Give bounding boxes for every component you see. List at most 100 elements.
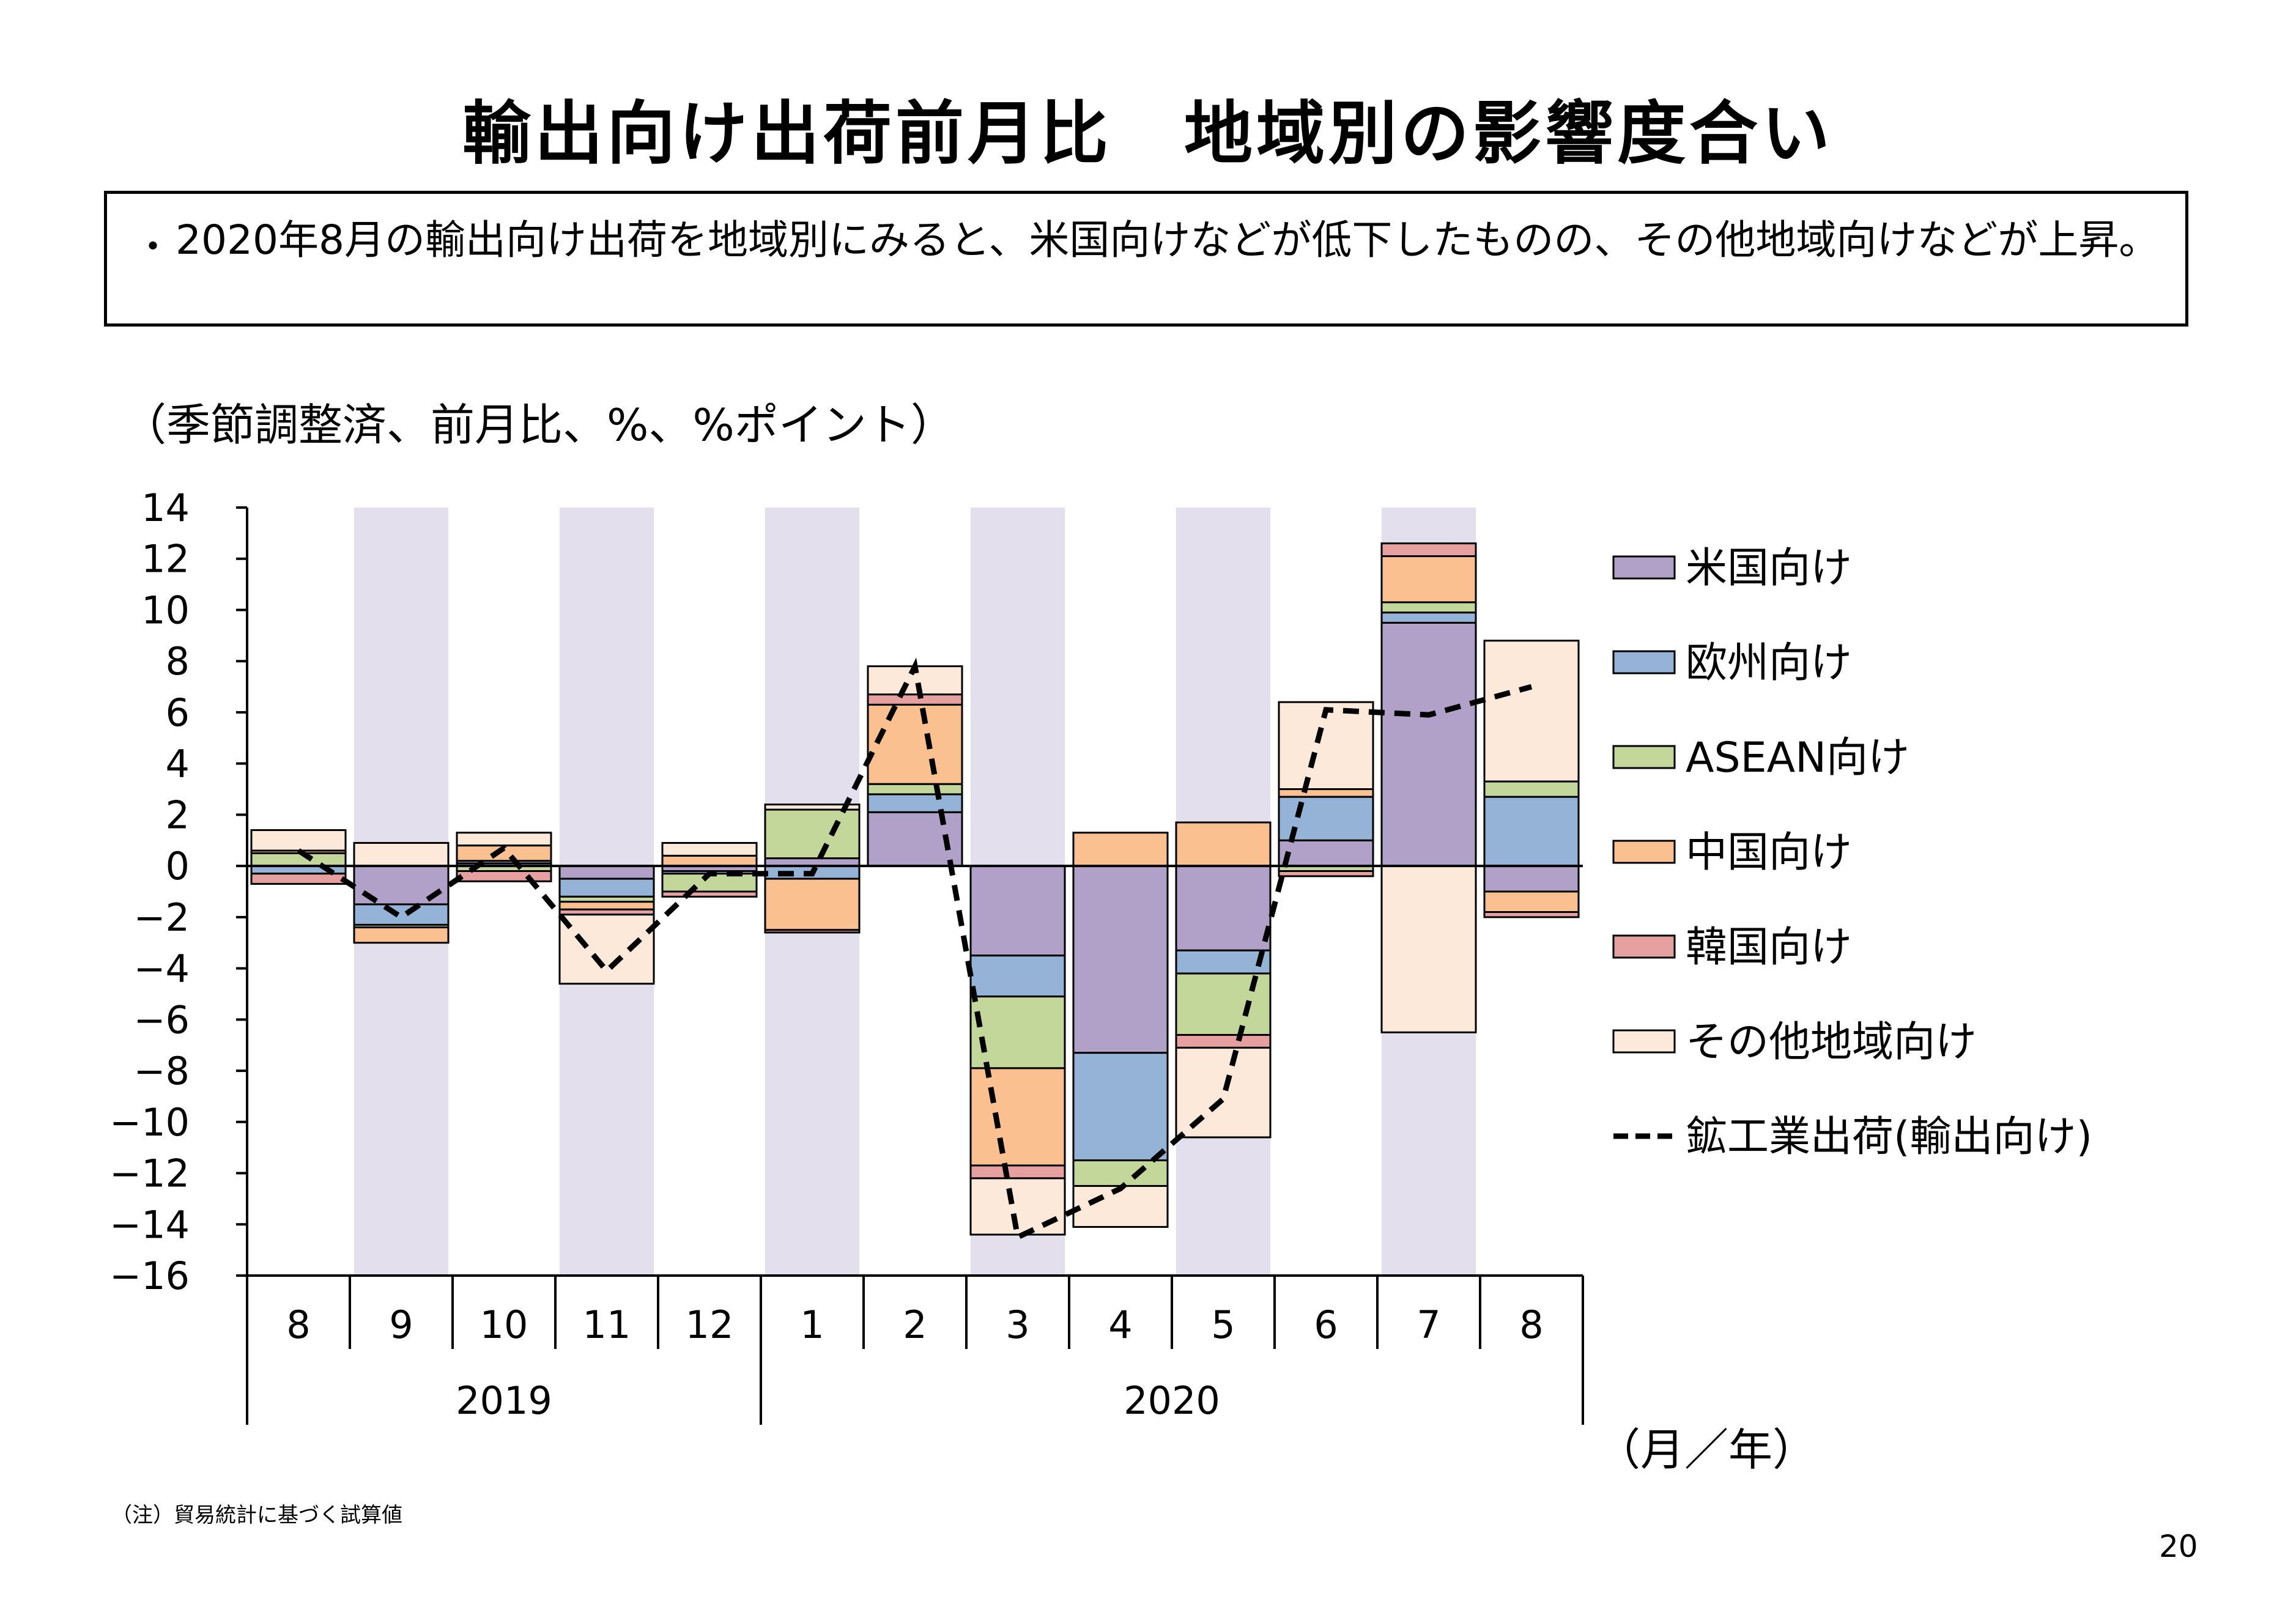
bar-segment-us (1072, 865, 1169, 1054)
x-year-label: 2019 (456, 1378, 552, 1423)
y-tick-label: 12 (141, 537, 190, 582)
bar-segment-us (1483, 865, 1580, 893)
bar-segment-europe (867, 793, 963, 813)
legend-label-line: 鉱工業出荷(輸出向け) (1686, 1113, 2092, 1161)
bar-segment-asean (867, 783, 963, 796)
legend-swatch-other (1612, 1029, 1676, 1054)
y-tick-label: 4 (166, 742, 190, 786)
bar-segment-china (558, 901, 655, 911)
y-tick-label: −6 (134, 997, 190, 1042)
x-tick-label: 2 (903, 1302, 927, 1347)
bar-segment-korea (867, 693, 963, 706)
y-tick-label: −4 (134, 947, 190, 991)
bar-segment-other (353, 841, 450, 867)
bar-segment-us (1278, 839, 1374, 867)
bar-segment-korea (456, 870, 552, 882)
bar-segment-us (1175, 865, 1272, 951)
line-layer (297, 657, 1533, 1241)
x-tick-label: 7 (1416, 1302, 1440, 1347)
bar-layer (250, 542, 1580, 1236)
line-series-path (297, 657, 1533, 1241)
legend-swatch-europe (1612, 650, 1676, 674)
bar-segment-korea (1175, 1033, 1272, 1049)
unit-note: （季節調整済、前月比、%、%ポイント） (122, 399, 955, 451)
x-tick-label: 1 (800, 1302, 824, 1347)
y-tick-label: 2 (166, 792, 190, 837)
bar-segment-korea (1483, 911, 1580, 918)
legend-swatch-china (1612, 840, 1676, 864)
bar-segment-china (1278, 788, 1374, 798)
y-tick-label: 6 (166, 690, 190, 735)
bar-segment-other (250, 829, 347, 852)
bar-segment-asean (1072, 1159, 1169, 1187)
bar-segment-us (558, 865, 655, 880)
bar-segment-china (661, 854, 758, 867)
bar-segment-europe (1175, 949, 1272, 975)
bar-segment-korea (661, 890, 758, 898)
x-tick-label: 11 (583, 1302, 631, 1347)
shade-layer (354, 508, 1476, 1276)
summary-bullet: ・ (134, 224, 172, 269)
bar-segment-asean (764, 808, 861, 860)
bar-segment-korea (1278, 870, 1374, 877)
bar-segment-us (1380, 621, 1477, 867)
x-tick-label: 4 (1108, 1302, 1132, 1347)
y-tick-label: 10 (141, 588, 190, 632)
summary-text: 2020年8月の輸出向け出荷を地域別にみると、米国向けなどが低下したものの、その… (176, 216, 2160, 264)
y-tick-label: −2 (134, 895, 190, 940)
legend-swatch-us (1612, 555, 1676, 580)
y-tick-label: −14 (109, 1202, 190, 1247)
x-tick-label: 8 (1519, 1302, 1543, 1347)
y-tick-label: 0 (166, 844, 190, 888)
bar-segment-asean (1380, 601, 1477, 614)
bar-segment-other (764, 803, 861, 811)
legend-label-europe: 欧州向け (1686, 639, 1852, 687)
bar-segment-europe (353, 903, 450, 926)
footnote: （注）貿易統計に基づく試算値 (111, 1503, 402, 1527)
bar-segment-europe (969, 955, 1066, 998)
bar-segment-us (969, 865, 1066, 957)
legend-swatch-korea (1612, 934, 1676, 959)
x-tick-label: 6 (1314, 1302, 1338, 1347)
bar-segment-asean (250, 852, 347, 867)
x-tick-label: 10 (480, 1302, 528, 1347)
bar-segment-china (1483, 890, 1580, 913)
y-tick-label: −8 (134, 1049, 190, 1093)
axis-unit-label: （月／年） (1596, 1424, 1817, 1476)
bar-segment-europe (558, 877, 655, 898)
y-tick-label: 14 (141, 486, 190, 530)
bar-segment-china (1072, 832, 1169, 867)
legend-label-china: 中国向け (1686, 829, 1852, 877)
bar-segment-asean (969, 996, 1066, 1069)
bar-segment-europe (1072, 1052, 1169, 1162)
legend-label-asean: ASEAN向け (1686, 734, 1909, 782)
bar-segment-china (1175, 821, 1272, 867)
bar-segment-korea (1380, 542, 1477, 558)
bar-segment-other (456, 832, 552, 847)
y-tick-label: 8 (166, 639, 190, 684)
bar-segment-korea (764, 929, 861, 934)
bar-segment-china (353, 926, 450, 944)
x-tick-label: 3 (1005, 1302, 1029, 1347)
page-title: 輸出向け出荷前月比 地域別の影響度合い (462, 94, 1834, 174)
bar-segment-other (558, 914, 655, 985)
x-tick-label: 5 (1211, 1302, 1235, 1347)
x-tick-label: 8 (286, 1302, 310, 1347)
legend-swatch-asean (1612, 745, 1676, 769)
legend-label-korea: 韓国向け (1686, 923, 1852, 972)
bar-segment-europe (1380, 611, 1477, 624)
bar-segment-china (969, 1067, 1066, 1167)
bar-segment-china (867, 703, 963, 785)
bar-segment-other (1175, 1046, 1272, 1139)
y-tick-label: −16 (109, 1254, 190, 1298)
x-tick-label: 9 (389, 1302, 413, 1347)
bar-segment-other (1380, 865, 1477, 1033)
bar-segment-other (1072, 1184, 1169, 1228)
x-tick-label: 12 (686, 1302, 734, 1347)
bar-segment-china (764, 877, 861, 931)
bar-segment-china (1380, 555, 1477, 604)
page-number: 20 (2159, 1529, 2198, 1564)
